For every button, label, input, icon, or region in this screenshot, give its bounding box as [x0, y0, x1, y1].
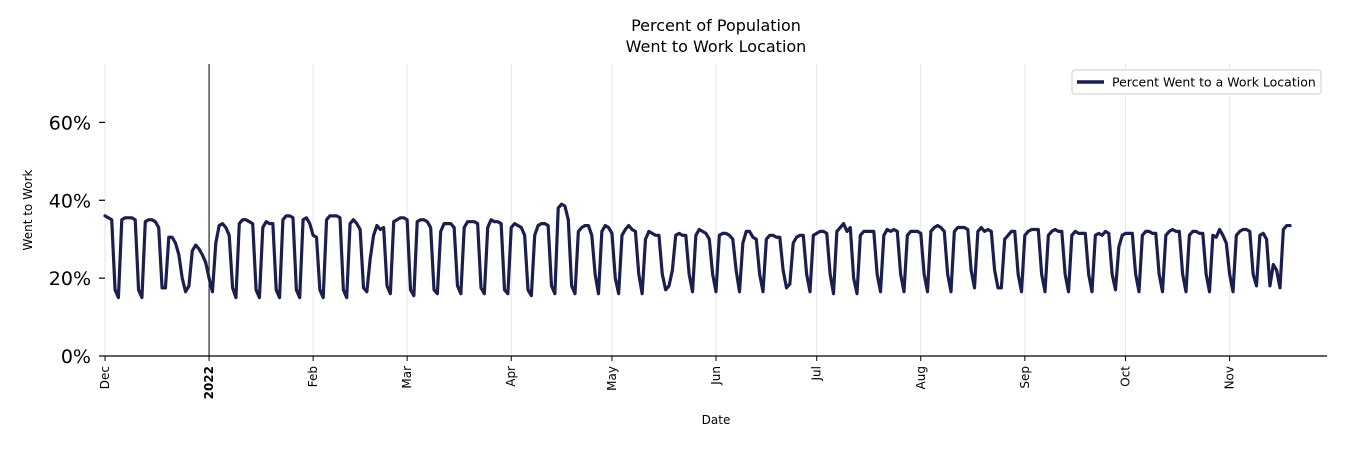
x-tick-label-6: Jun [709, 366, 723, 386]
legend-label: Percent Went to a Work Location [1112, 75, 1316, 90]
x-tick-label-2: Feb [306, 366, 320, 387]
y-tick-label-1: 20% [49, 268, 91, 290]
y-axis-label: Went to Work [21, 169, 35, 250]
x-axis-label: Date [702, 413, 731, 427]
series-layer [103, 202, 1292, 300]
legend-frame [1071, 69, 1322, 95]
x-tick-label-3: Mar [400, 366, 414, 389]
series-line-0 [103, 202, 1292, 300]
chart-subtitle: Went to Work Location [626, 37, 807, 56]
y-tick-label-0: 0% [61, 346, 91, 368]
y-tick-label-3: 60% [49, 112, 91, 134]
x-tick-label-8: Aug [914, 366, 928, 389]
x-tick-label-9: Sep [1018, 366, 1032, 389]
x-tick-label-5: May [605, 366, 619, 391]
legend: Percent Went to a Work Location [1071, 69, 1322, 95]
x-tick-label-4: Apr [504, 366, 518, 387]
x-tick-label-0: Dec [98, 366, 112, 389]
x-tick-label-11: Nov [1223, 366, 1237, 389]
axes-layer: Dec 2022 Feb Mar Apr May Jun Jul Aug Sep Oct Nov 0% 2… [49, 112, 1327, 399]
x-tick-label-1: 2022 [202, 366, 216, 399]
x-tick-label-10: Oct [1119, 366, 1133, 387]
x-tick-label-7: Jul [810, 366, 824, 381]
chart-title: Percent of Population [631, 16, 801, 35]
y-tick-label-2: 40% [49, 190, 91, 212]
grid-layer [104, 64, 1231, 356]
